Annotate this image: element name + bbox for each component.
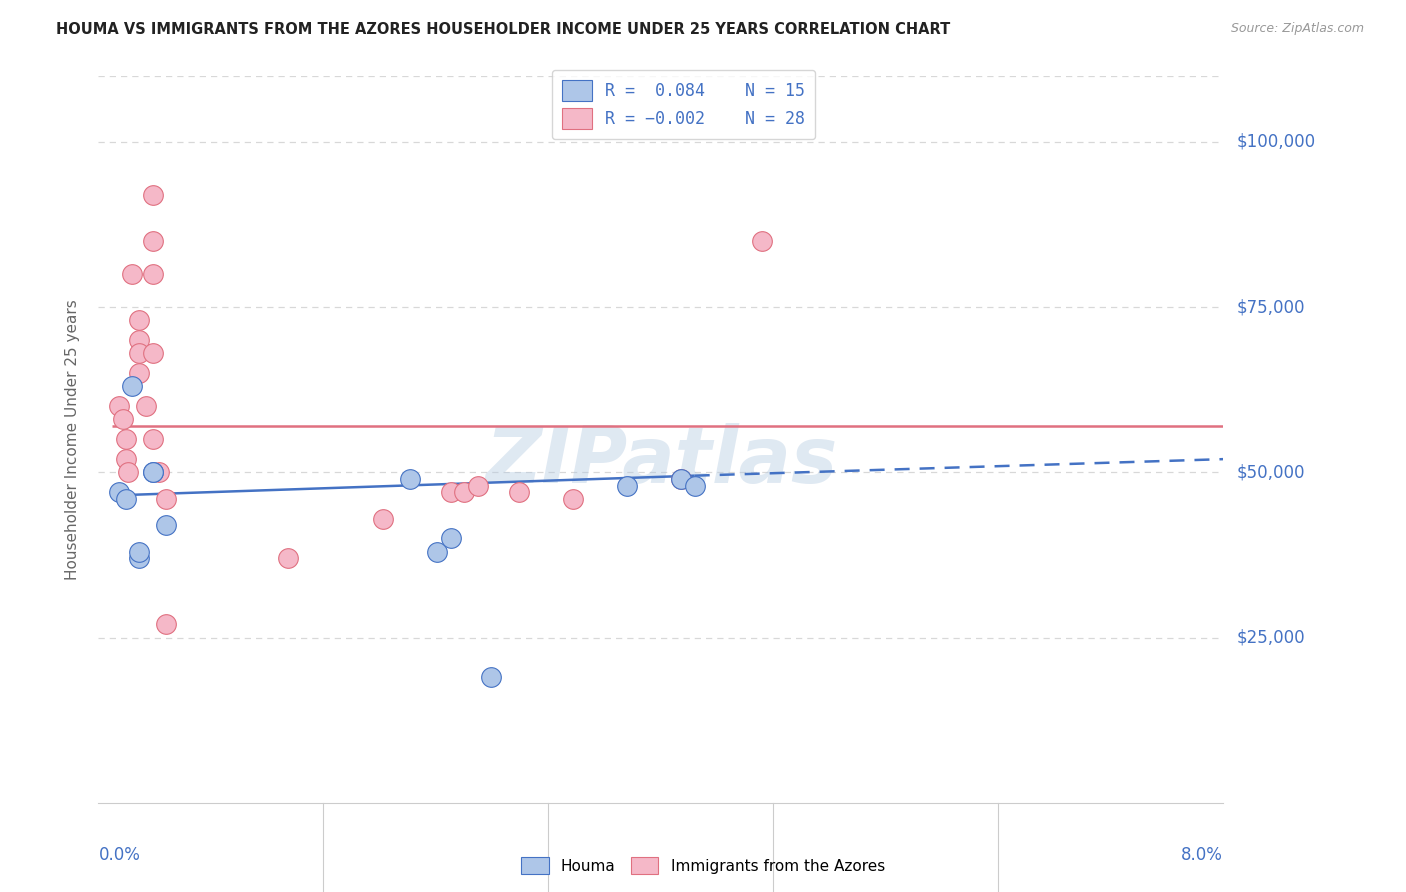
Point — [142, 466, 165, 480]
Point — [426, 544, 449, 558]
Point — [128, 366, 150, 380]
Point — [399, 472, 422, 486]
Point — [751, 234, 773, 248]
Point — [142, 432, 165, 446]
Point — [128, 313, 150, 327]
Point — [453, 485, 475, 500]
Point — [148, 466, 170, 480]
Text: 8.0%: 8.0% — [1181, 847, 1223, 864]
Legend: R =  0.084    N = 15, R = −0.002    N = 28: R = 0.084 N = 15, R = −0.002 N = 28 — [551, 70, 815, 139]
Point — [121, 267, 143, 281]
Text: $25,000: $25,000 — [1237, 629, 1306, 647]
Text: Source: ZipAtlas.com: Source: ZipAtlas.com — [1230, 22, 1364, 36]
Point — [107, 485, 129, 500]
Point — [481, 670, 503, 684]
Point — [683, 478, 706, 492]
Point — [467, 478, 489, 492]
Point — [142, 187, 165, 202]
Point — [142, 346, 165, 360]
Point — [142, 234, 165, 248]
Point — [114, 432, 136, 446]
Text: 0.0%: 0.0% — [98, 847, 141, 864]
Point — [440, 485, 463, 500]
Text: $50,000: $50,000 — [1237, 463, 1306, 482]
Text: $100,000: $100,000 — [1237, 133, 1316, 151]
Point — [142, 267, 165, 281]
Point — [128, 346, 150, 360]
Point — [135, 399, 157, 413]
Point — [371, 511, 394, 525]
Text: $75,000: $75,000 — [1237, 298, 1306, 316]
Point — [277, 551, 299, 566]
Point — [128, 333, 150, 347]
Point — [114, 452, 136, 467]
Point — [107, 399, 129, 413]
Point — [561, 491, 583, 506]
Legend: Houma, Immigrants from the Azores: Houma, Immigrants from the Azores — [515, 851, 891, 880]
Point — [669, 472, 692, 486]
Point — [155, 518, 177, 533]
Point — [142, 466, 165, 480]
Point — [117, 466, 139, 480]
Point — [155, 617, 177, 632]
Point — [669, 472, 692, 486]
Point — [616, 478, 638, 492]
Point — [121, 379, 143, 393]
Point — [508, 485, 530, 500]
Text: ZIPatlas: ZIPatlas — [485, 423, 837, 500]
Point — [111, 412, 134, 426]
Text: HOUMA VS IMMIGRANTS FROM THE AZORES HOUSEHOLDER INCOME UNDER 25 YEARS CORRELATIO: HOUMA VS IMMIGRANTS FROM THE AZORES HOUS… — [56, 22, 950, 37]
Point — [114, 491, 136, 506]
Point — [128, 544, 150, 558]
Y-axis label: Householder Income Under 25 years: Householder Income Under 25 years — [65, 299, 80, 580]
Point — [128, 551, 150, 566]
Point — [440, 532, 463, 546]
Point — [155, 491, 177, 506]
